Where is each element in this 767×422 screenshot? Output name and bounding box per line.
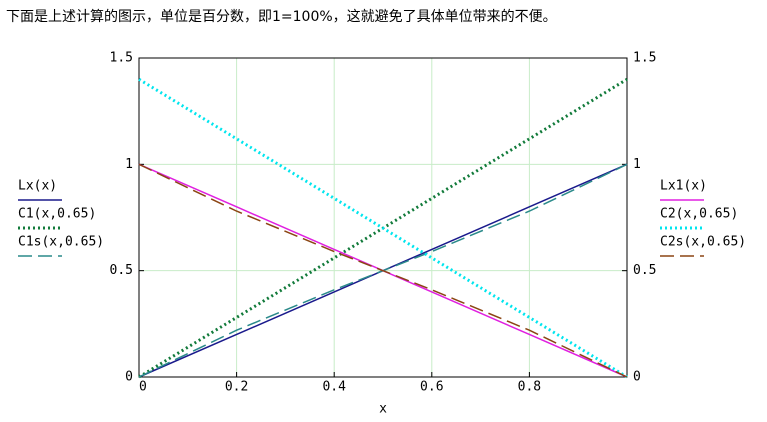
- series-line: [138, 163, 628, 378]
- legend-label: C1(x,0.65): [18, 207, 96, 222]
- caption: 下面是上述计算的图示，单位是百分数，即1=100%，这就避免了具体单位带来的不便…: [6, 8, 557, 25]
- x-tick-label: 0.8: [518, 380, 541, 395]
- y2-tick-label: 1.5: [633, 51, 656, 66]
- x-tick-label: 0.2: [225, 380, 248, 395]
- y2-tick-label: 0.5: [633, 263, 656, 278]
- x-axis-label: x: [379, 402, 387, 417]
- y-tick-label: 1: [125, 157, 133, 172]
- y2-tick-label: 0: [633, 370, 641, 385]
- legend-label: Lx1(x): [660, 179, 707, 194]
- x-tick-label: 0.6: [420, 380, 443, 395]
- legend-label: C2s(x,0.65): [660, 235, 746, 250]
- legend-label: C2(x,0.65): [660, 207, 738, 222]
- legend-label: Lx(x): [18, 179, 57, 194]
- y2-tick-label: 1: [633, 157, 641, 172]
- y-tick-label: 1.5: [110, 51, 133, 66]
- series-line: [138, 77, 628, 379]
- y-tick-label: 0: [125, 370, 133, 385]
- x-tick-label: 0: [139, 380, 147, 395]
- y-tick-label: 0.5: [110, 263, 133, 278]
- legend-label: C1s(x,0.65): [18, 235, 104, 250]
- plot-frame: [138, 57, 628, 378]
- x-tick-label: 0.4: [322, 380, 346, 395]
